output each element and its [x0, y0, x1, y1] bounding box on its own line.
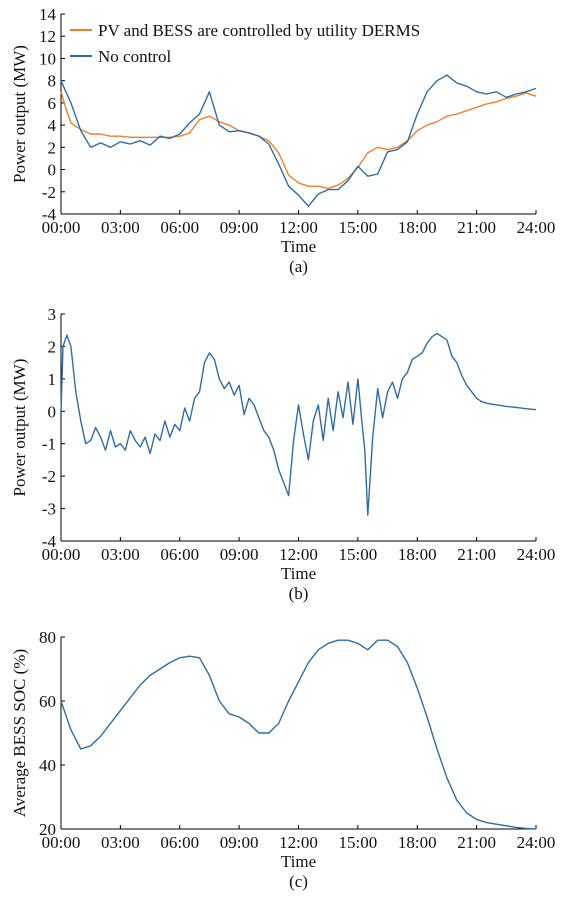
x-tick-label: 09:00 — [220, 218, 259, 237]
y-tick-label: 0 — [48, 402, 57, 421]
y-tick-label: 40 — [39, 756, 56, 775]
legend-label: No control — [98, 47, 171, 66]
x-tick-label: 15:00 — [339, 545, 378, 564]
x-tick-label: 12:00 — [279, 218, 318, 237]
panel-label: (a) — [289, 257, 308, 276]
x-tick-label: 03:00 — [101, 833, 140, 852]
x-tick-label: 09:00 — [220, 833, 259, 852]
x-tick-label: 00:00 — [42, 545, 81, 564]
x-axis-title: Time — [281, 237, 316, 256]
y-tick-label: -3 — [42, 500, 56, 519]
x-tick-label: 21:00 — [457, 833, 496, 852]
chart-panel-a: 00:00 03:00 06:00 09:00 12:00 15:00 18:00 21:00… — [10, 5, 555, 276]
y-tick-label: -1 — [42, 435, 56, 454]
y-tick-label: 60 — [39, 692, 56, 711]
x-tick-label: 03:00 — [101, 545, 140, 564]
x-tick-label: 03:00 — [101, 218, 140, 237]
y-tick-label: 14 — [39, 5, 57, 24]
y-tick-label: 1 — [48, 370, 57, 389]
y-tick-label: 3 — [48, 305, 57, 324]
panel-label: (b) — [289, 584, 309, 603]
series-line-2 — [60, 74, 537, 207]
x-tick-label: 15:00 — [339, 218, 378, 237]
x-tick-label: 06:00 — [160, 833, 199, 852]
x-axis-title: Time — [281, 852, 316, 871]
x-tick-label: 24:00 — [517, 833, 556, 852]
series-line-1 — [60, 639, 537, 830]
legend-label: PV and BESS are controlled by utility DE… — [98, 21, 420, 40]
chart-panel-b: 00:00 03:00 06:00 09:00 12:00 15:00 18:00 21:00… — [10, 305, 555, 603]
y-axis-title: Average BESS SOC (%) — [10, 649, 29, 817]
x-tick-label: 21:00 — [457, 545, 496, 564]
x-tick-label: 21:00 — [457, 218, 496, 237]
y-tick-label: 0 — [48, 161, 57, 180]
y-tick-label: 80 — [39, 628, 56, 647]
y-tick-label: -4 — [42, 205, 57, 224]
x-tick-label: 24:00 — [517, 218, 556, 237]
x-tick-label: 24:00 — [517, 545, 556, 564]
panel-label: (c) — [289, 872, 308, 891]
y-axis-title: Power output (MW) — [10, 45, 29, 183]
y-axis-title: Power output (MW) — [10, 359, 29, 497]
x-tick-label: 18:00 — [398, 218, 437, 237]
y-tick-label: 4 — [48, 116, 57, 135]
series-line-1 — [60, 91, 537, 190]
x-tick-label: 06:00 — [160, 218, 199, 237]
y-tick-label: -2 — [42, 183, 56, 202]
x-tick-label: 09:00 — [220, 545, 259, 564]
legend: PV and BESS are controlled by utility DE… — [70, 21, 420, 66]
x-tick-label: 18:00 — [398, 545, 437, 564]
x-tick-label: 18:00 — [398, 833, 437, 852]
series-line-1 — [60, 332, 537, 516]
y-tick-label: 12 — [39, 27, 56, 46]
x-tick-label: 12:00 — [279, 833, 318, 852]
x-axis-title: Time — [281, 564, 316, 583]
x-tick-label: 06:00 — [160, 545, 199, 564]
chart-panel-c: 00:00 03:00 06:00 09:00 12:00 15:00 18:00 21:00… — [10, 628, 555, 891]
y-tick-label: 2 — [48, 138, 57, 157]
y-tick-label: 2 — [48, 337, 57, 356]
y-tick-label: 6 — [48, 94, 57, 113]
y-tick-label: -4 — [42, 532, 57, 551]
y-tick-label: 10 — [39, 49, 56, 68]
x-tick-label: 12:00 — [279, 545, 318, 564]
y-tick-label: -2 — [42, 467, 56, 486]
y-tick-label: 20 — [39, 820, 56, 839]
y-tick-label: 8 — [48, 72, 57, 91]
x-tick-label: 00:00 — [42, 218, 81, 237]
x-tick-label: 15:00 — [339, 833, 378, 852]
x-tick-label: 00:00 — [42, 833, 81, 852]
